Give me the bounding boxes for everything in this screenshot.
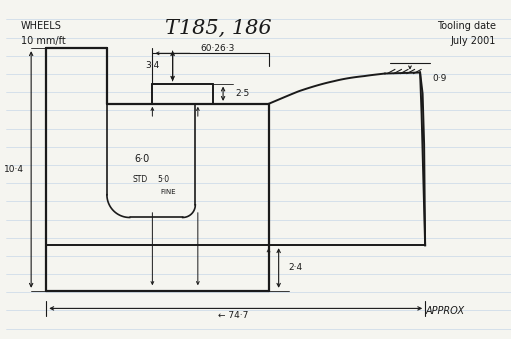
- Text: Tooling date: Tooling date: [437, 21, 496, 31]
- Text: 3·4: 3·4: [146, 61, 160, 71]
- Text: T185, 186: T185, 186: [165, 19, 271, 38]
- Text: 2·5: 2·5: [236, 89, 250, 98]
- Text: 10 mm/ft: 10 mm/ft: [21, 36, 66, 46]
- Text: 0·9: 0·9: [433, 74, 447, 83]
- Text: 6·0: 6·0: [134, 154, 150, 164]
- Text: ← 74·7: ← 74·7: [218, 312, 248, 320]
- Text: STD: STD: [132, 175, 147, 184]
- Text: APPROX: APPROX: [426, 306, 465, 316]
- Text: 2·4: 2·4: [289, 263, 303, 273]
- Text: 60·26·3: 60·26·3: [201, 44, 235, 53]
- Text: 10·4: 10·4: [4, 165, 24, 174]
- Text: WHEELS: WHEELS: [21, 21, 62, 31]
- Text: 5·0: 5·0: [157, 175, 170, 184]
- Text: July 2001: July 2001: [451, 36, 496, 46]
- Text: FINE: FINE: [160, 189, 176, 195]
